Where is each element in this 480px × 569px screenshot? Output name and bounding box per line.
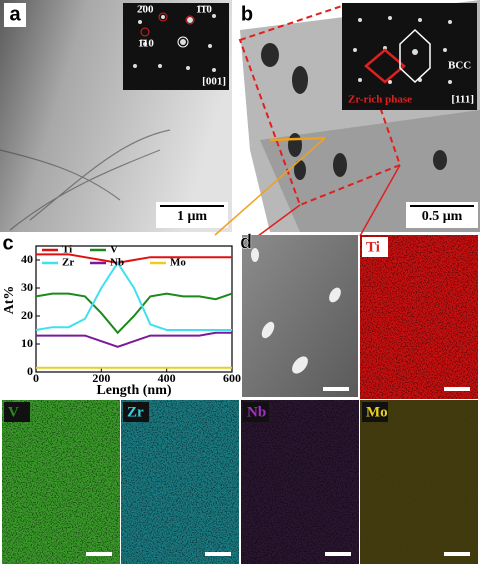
y-tick-label: 0	[27, 364, 33, 378]
phase-cell	[364, 48, 406, 84]
spot-label: 2̄00	[137, 4, 154, 16]
map-tint	[360, 400, 478, 564]
map-label: Ti	[366, 239, 380, 255]
x-tick-label: 0	[33, 371, 39, 385]
diffraction-spots	[133, 14, 216, 72]
scale-bar	[323, 387, 349, 391]
map-label-box	[362, 237, 388, 257]
tem-region	[260, 110, 480, 232]
legend-label: Mo	[170, 257, 186, 269]
spot-marker	[158, 12, 168, 22]
label-box	[236, 3, 258, 27]
label-box	[4, 3, 26, 27]
map-specks	[360, 235, 478, 399]
element-map: Zr	[121, 400, 239, 564]
map-label: Mo	[366, 404, 388, 420]
series-line	[35, 292, 233, 335]
connector	[257, 204, 301, 237]
zoom-region	[238, 3, 402, 207]
panel-a: a 2̄00 1̄1̄0 1̄10 [001] 1 μm	[0, 0, 232, 232]
map-label-box	[123, 402, 149, 422]
diffraction-spots	[353, 16, 452, 84]
element-map: V	[2, 400, 120, 564]
zone-axis: [001]	[202, 76, 226, 88]
precipitates	[261, 43, 447, 180]
panel-label: a	[9, 3, 21, 25]
zone-axis: [111]	[451, 94, 474, 106]
scale-bar	[444, 387, 470, 391]
element-map: Ti	[360, 235, 478, 399]
map-label: Zr	[127, 404, 144, 420]
panel-b: b BCC Zr-rich phase [111] 0.5 μm	[234, 0, 480, 232]
x-tick-label: 600	[223, 371, 241, 385]
scale-bar	[325, 552, 351, 556]
connector	[214, 137, 326, 236]
scale-bar	[86, 552, 112, 556]
x-tick-label: 200	[92, 371, 110, 385]
scale-label: 0.5 μm	[422, 209, 463, 224]
map-label-box	[4, 402, 30, 422]
center-marker	[177, 36, 189, 48]
scale-bar	[205, 552, 231, 556]
series-line	[35, 260, 232, 331]
dislocations	[0, 129, 171, 231]
element-map: Mo	[360, 400, 478, 564]
panel-label: b	[241, 3, 253, 25]
precipitates	[251, 248, 341, 374]
x-axis-label: Length (nm)	[96, 383, 171, 398]
map-specks	[2, 400, 120, 564]
y-tick-label: 10	[21, 336, 33, 350]
element-maps: Ti V Zr Nb Mo	[2, 235, 478, 564]
connector	[359, 164, 401, 237]
x-tick-label: 400	[158, 371, 176, 385]
element-map: Nb	[241, 400, 359, 564]
map-specks	[121, 400, 239, 564]
spot-label: 1̄1̄0	[196, 4, 212, 16]
spot-marker	[140, 27, 150, 37]
spot-marker	[185, 15, 195, 25]
y-tick-label: 30	[21, 280, 33, 294]
plot-frame	[35, 245, 233, 373]
scale-bar	[444, 552, 470, 556]
map-label: V	[8, 404, 19, 420]
spot-label: 1̄10	[138, 38, 154, 50]
y-axis-label: At%	[2, 286, 17, 315]
map-specks	[241, 400, 359, 564]
haadf-image	[242, 235, 358, 397]
legend-label: Ti	[62, 244, 72, 256]
legend-label: Zr	[62, 257, 74, 269]
map-label-box	[243, 402, 269, 422]
map-label: Nb	[247, 404, 266, 420]
panel-label: c	[2, 232, 13, 254]
diffraction-inset	[342, 3, 477, 110]
line-scan	[269, 136, 326, 142]
phase-label: Zr-rich phase	[348, 94, 412, 106]
panel-d: d	[240, 231, 358, 397]
y-tick-label: 20	[21, 308, 33, 322]
bcc-label: BCC	[448, 60, 471, 72]
legend-label: V	[110, 244, 118, 256]
map-specks	[360, 400, 478, 564]
series-line	[36, 331, 232, 348]
map-label-box	[362, 402, 388, 422]
legend-label: Nb	[110, 257, 124, 269]
y-tick-label: 40	[21, 252, 33, 266]
series-line	[36, 253, 232, 264]
scale-label: 1 μm	[177, 209, 207, 224]
bcc-cell	[399, 28, 431, 84]
panel-label: d	[240, 231, 252, 253]
